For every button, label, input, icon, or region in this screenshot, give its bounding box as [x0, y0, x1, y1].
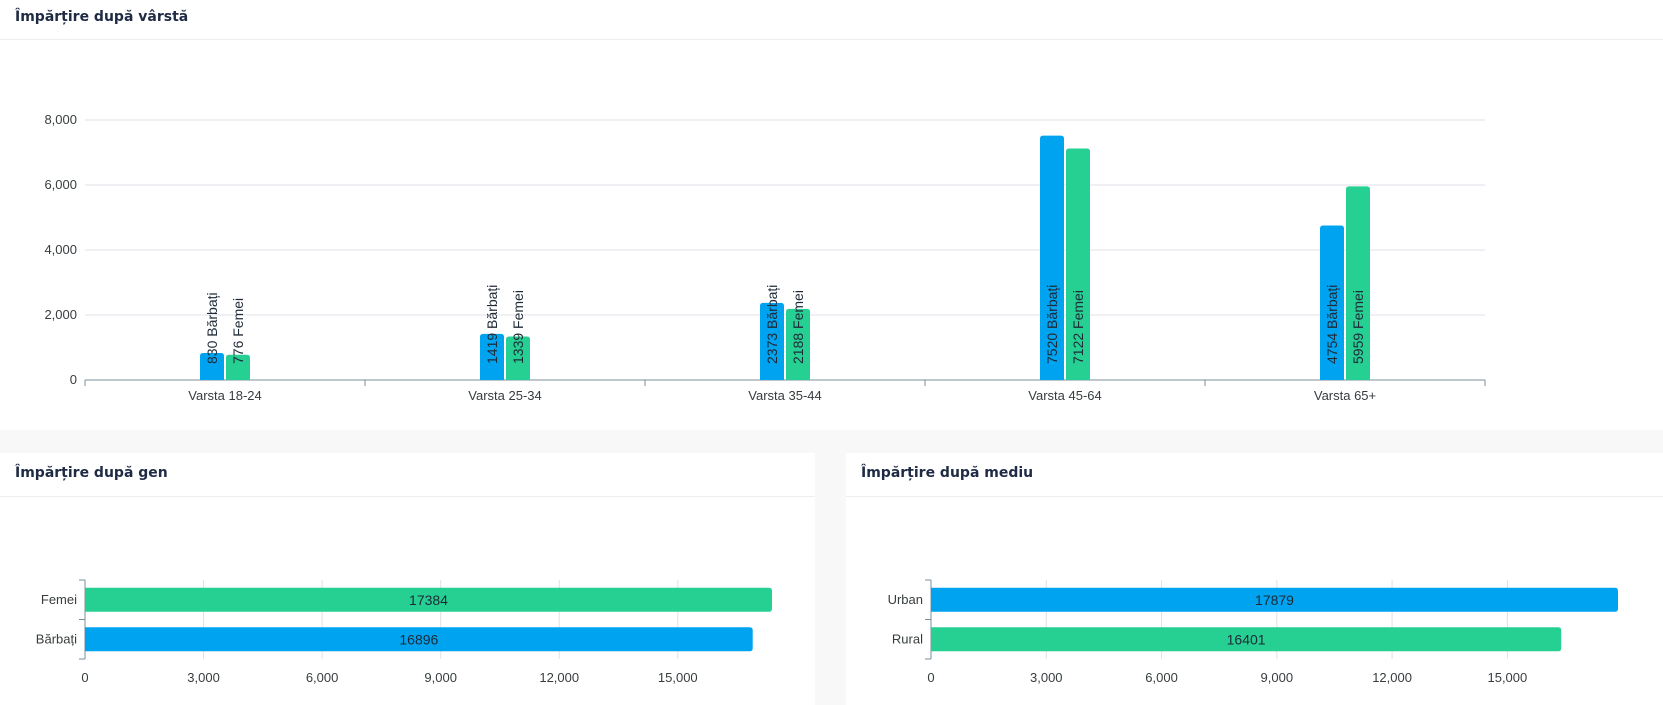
data-label-femei: 17384	[409, 592, 448, 608]
x-tick-label: 0	[81, 670, 88, 685]
environment-distribution-card: Împărțire după mediu 0 3,000 6,000 9,000 12,…	[846, 453, 1663, 705]
bar-femei-varsta-25-34	[506, 336, 530, 380]
environment-bar-chart: 0 3,000 6,000 9,000 12,000 15,000 Urban 17879 Ru…	[888, 579, 1618, 685]
bar-femei-varsta-45-64	[1066, 148, 1090, 380]
bar-barbati-varsta-18-24	[200, 353, 224, 380]
x-tick-label: 15,000	[658, 670, 698, 685]
y-tick-label: 8,000	[44, 112, 77, 127]
x-tick-label: 3,000	[187, 670, 220, 685]
y-tick-label: 4,000	[44, 242, 77, 257]
age-distribution-card: Împărțire după vârstă 0 2,000 4,000 6,000 8,…	[0, 9, 1663, 403]
data-label-femei-varsta-25-34: 1339 Femei	[510, 290, 526, 364]
bar-barbati-varsta-35-44	[760, 302, 784, 380]
data-label-femei-varsta-18-24: 776 Femei	[230, 298, 246, 364]
y-tick-label: 0	[70, 372, 77, 387]
y-tick-label-urban: Urban	[888, 592, 923, 607]
bar-urban	[931, 587, 1618, 612]
y-tick-label-rural: Rural	[892, 631, 923, 646]
x-tick-label: 12,000	[1372, 670, 1412, 685]
bar-femei-varsta-65	[1346, 186, 1370, 380]
x-tick-label-varsta-18-24: Varsta 18-24	[188, 388, 261, 403]
age-card-divider	[0, 39, 1663, 40]
x-tick-label: 12,000	[539, 670, 579, 685]
data-label-femei-varsta-45-64: 7122 Femei	[1070, 290, 1086, 364]
data-label-barbati-varsta-35-44: 2373 Bărbați	[764, 285, 780, 364]
data-label-barbati-varsta-65: 4754 Bărbați	[1324, 285, 1340, 364]
x-tick-label: 3,000	[1030, 670, 1063, 685]
data-label-barbati: 16896	[399, 631, 438, 647]
x-tick-label-varsta-45-64: Varsta 45-64	[1028, 388, 1101, 403]
env-card-title: Împărțire după mediu	[861, 465, 1034, 481]
data-label-rural: 16401	[1227, 631, 1266, 647]
y-tick-label: 6,000	[44, 177, 77, 192]
bar-barbati-varsta-45-64	[1040, 135, 1064, 380]
bar-femei-varsta-35-44	[786, 308, 810, 380]
y-tick-label: 2,000	[44, 307, 77, 322]
x-tick-label: 0	[927, 670, 934, 685]
x-tick-label-varsta-65: Varsta 65+	[1314, 388, 1376, 403]
x-tick-label-varsta-25-34: Varsta 25-34	[468, 388, 541, 403]
bar-barbati-varsta-25-34	[480, 333, 504, 380]
data-label-femei-varsta-35-44: 2188 Femei	[790, 290, 806, 364]
x-tick-label-varsta-35-44: Varsta 35-44	[748, 388, 821, 403]
bar-femei	[85, 587, 772, 612]
bar-barbati	[85, 627, 753, 652]
data-label-barbati-varsta-18-24: 830 Bărbați	[204, 292, 220, 364]
bar-femei-varsta-18-24	[226, 354, 250, 380]
gender-bar-chart: 0 3,000 6,000 9,000 12,000 15,000 Femei 17384 Bă…	[36, 579, 772, 685]
x-tick-label: 15,000	[1487, 670, 1527, 685]
gender-card-title: Împărțire după gen	[15, 465, 168, 481]
x-tick-label: 9,000	[1261, 670, 1294, 685]
data-label-urban: 17879	[1255, 592, 1294, 608]
age-bar-chart: 0 2,000 4,000 6,000 8,000 Varsta 18-24 830 Băr…	[44, 112, 1486, 403]
env-card-divider	[846, 496, 1663, 497]
x-tick-label: 9,000	[424, 670, 457, 685]
age-card-title: Împărțire după vârstă	[15, 9, 189, 25]
data-label-femei-varsta-65: 5959 Femei	[1350, 290, 1366, 364]
x-tick-label: 6,000	[1145, 670, 1178, 685]
data-label-barbati-varsta-45-64: 7520 Bărbați	[1044, 285, 1060, 364]
y-tick-label-barbati: Bărbați	[36, 631, 77, 646]
bar-barbati-varsta-65	[1320, 225, 1344, 380]
gender-card-divider	[0, 496, 815, 497]
y-tick-label-femei: Femei	[41, 592, 77, 607]
gender-distribution-card: Împărțire după gen 0 3,000 6,000 9,000 12,00…	[0, 453, 815, 705]
data-label-barbati-varsta-25-34: 1419 Bărbați	[484, 285, 500, 364]
bar-rural	[931, 627, 1562, 652]
x-tick-label: 6,000	[306, 670, 339, 685]
